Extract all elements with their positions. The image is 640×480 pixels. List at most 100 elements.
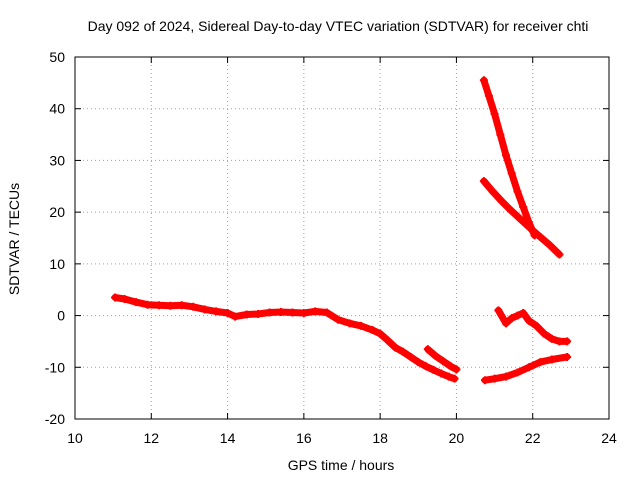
data-point [357, 321, 366, 330]
data-point [166, 301, 175, 310]
data-point [507, 207, 516, 216]
x-tick-label: 14 [220, 430, 236, 446]
data-point [507, 169, 516, 178]
data-point [490, 374, 499, 383]
data-point [177, 301, 186, 310]
data-point [555, 337, 564, 346]
data-point [189, 302, 198, 311]
data-point [437, 369, 446, 378]
y-tick-label: 20 [49, 204, 65, 220]
series-steep-arc [480, 76, 539, 239]
data-point [536, 358, 545, 367]
x-tick-label: 24 [601, 430, 617, 446]
data-point [423, 345, 432, 354]
data-point [513, 311, 522, 320]
data-point [265, 308, 274, 317]
data-point [513, 368, 522, 377]
y-tick-label: -20 [45, 411, 65, 427]
data-point [507, 314, 516, 323]
data-point [223, 308, 232, 317]
data-point [532, 321, 541, 330]
data-point [563, 352, 572, 361]
plot-frame [74, 56, 610, 420]
data-point [132, 298, 141, 307]
x-tick-label: 22 [525, 430, 541, 446]
data-point [276, 307, 285, 316]
data-point [519, 202, 528, 211]
data-point [502, 151, 511, 160]
data-point [526, 224, 535, 233]
data-point [288, 308, 297, 317]
data-point [200, 305, 209, 314]
x-tick-label: 16 [296, 430, 312, 446]
data-point [154, 301, 163, 310]
y-axis-label: SDTVAR / TECUs [6, 183, 22, 295]
data-point [111, 293, 120, 302]
data-point [431, 351, 440, 360]
data-point [311, 307, 320, 316]
y-tick-label: 10 [49, 256, 65, 272]
data-point [450, 374, 459, 383]
data-point [513, 187, 522, 196]
axis-ticks: 10 12 14 16 18 20 22 24 -20 -10 0 10 20 30 40 50 [45, 49, 617, 446]
data-point [429, 365, 438, 374]
data-point [524, 316, 533, 325]
data-point [421, 362, 430, 371]
data-point [555, 250, 564, 259]
data-point [494, 306, 503, 315]
y-tick-label: 30 [49, 152, 65, 168]
data-point [120, 295, 129, 304]
data-point [452, 365, 461, 374]
data-point [488, 187, 497, 196]
data-point [383, 336, 392, 345]
data-point [547, 334, 556, 343]
data-point [540, 329, 549, 338]
data-point [481, 376, 490, 385]
series-main-arc [111, 294, 458, 383]
data-point [444, 372, 453, 381]
data-point [547, 355, 556, 364]
data-point [536, 232, 545, 241]
data-point [479, 177, 488, 186]
data-point [254, 310, 263, 319]
data-point [345, 319, 354, 328]
data-point [406, 352, 415, 361]
data-point [414, 358, 423, 367]
data-point [446, 362, 455, 371]
data-point [143, 300, 152, 309]
data-point [368, 326, 377, 335]
data-point [391, 343, 400, 352]
data-point [212, 307, 221, 316]
x-tick-label: 10 [67, 430, 83, 446]
data-series [111, 76, 572, 385]
data-point [334, 315, 343, 324]
data-point [490, 109, 499, 118]
x-axis-label: GPS time / hours [288, 457, 395, 473]
data-point [479, 76, 488, 85]
data-point [231, 312, 240, 321]
x-tick-label: 18 [372, 430, 388, 446]
data-point [519, 308, 528, 317]
data-point [563, 337, 572, 346]
data-point [517, 215, 526, 224]
data-point [502, 319, 511, 328]
y-tick-label: 50 [49, 49, 65, 65]
data-point [439, 357, 448, 366]
data-point [545, 241, 554, 250]
y-tick-label: 40 [49, 101, 65, 117]
y-tick-label: -10 [45, 359, 65, 375]
x-tick-label: 12 [143, 430, 159, 446]
data-point [399, 347, 408, 356]
data-point [484, 91, 493, 100]
data-point [299, 308, 308, 317]
chart-title: Day 092 of 2024, Sidereal Day-to-day VTE… [88, 18, 589, 34]
data-point [502, 372, 511, 381]
data-point [496, 130, 505, 139]
data-point [242, 310, 251, 319]
data-point [498, 197, 507, 206]
data-point [376, 329, 385, 338]
data-point [322, 308, 331, 317]
x-tick-label: 20 [449, 430, 465, 446]
y-tick-label: 0 [57, 308, 65, 324]
